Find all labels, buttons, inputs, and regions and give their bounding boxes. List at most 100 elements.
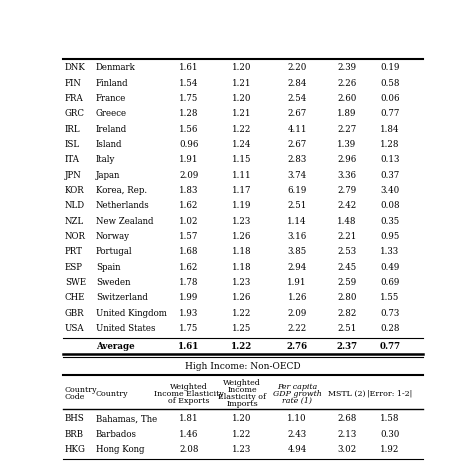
- Text: Sweden: Sweden: [96, 278, 130, 287]
- Text: Japan: Japan: [96, 171, 120, 180]
- Text: 1.75: 1.75: [179, 94, 199, 103]
- Text: 1.20: 1.20: [232, 94, 252, 103]
- Text: 1.20: 1.20: [232, 64, 252, 73]
- Text: 4.94: 4.94: [288, 445, 307, 454]
- Text: GBR: GBR: [65, 309, 84, 318]
- Text: 2.22: 2.22: [288, 324, 307, 333]
- Text: Switzerland: Switzerland: [96, 293, 148, 302]
- Text: |Error: 1-2|: |Error: 1-2|: [367, 390, 412, 398]
- Text: 0.49: 0.49: [380, 263, 400, 272]
- Text: 1.22: 1.22: [232, 309, 252, 318]
- Text: DNK: DNK: [65, 64, 86, 73]
- Text: 2.68: 2.68: [337, 414, 356, 423]
- Text: 2.96: 2.96: [337, 155, 356, 164]
- Text: 1.23: 1.23: [232, 445, 252, 454]
- Text: 2.67: 2.67: [288, 109, 307, 118]
- Text: 1.28: 1.28: [380, 140, 400, 149]
- Text: of Exports: of Exports: [168, 397, 210, 405]
- Text: 0.28: 0.28: [380, 324, 400, 333]
- Text: 0.19: 0.19: [380, 64, 400, 73]
- Text: 1.58: 1.58: [380, 414, 400, 423]
- Text: 1.46: 1.46: [179, 429, 199, 438]
- Text: Imports: Imports: [226, 400, 258, 408]
- Text: CHE: CHE: [65, 293, 85, 302]
- Text: FIN: FIN: [65, 79, 82, 88]
- Text: Income: Income: [227, 386, 257, 394]
- Text: 2.27: 2.27: [337, 125, 356, 134]
- Text: ITA: ITA: [65, 155, 80, 164]
- Text: 0.06: 0.06: [380, 94, 400, 103]
- Text: 1.25: 1.25: [232, 324, 252, 333]
- Text: 2.54: 2.54: [288, 94, 307, 103]
- Text: 2.51: 2.51: [337, 324, 356, 333]
- Text: 2.82: 2.82: [337, 309, 356, 318]
- Text: 1.91: 1.91: [179, 155, 199, 164]
- Text: France: France: [96, 94, 127, 103]
- Text: 1.78: 1.78: [179, 278, 199, 287]
- Text: 3.16: 3.16: [288, 232, 307, 241]
- Text: 0.08: 0.08: [380, 201, 400, 210]
- Text: Average: Average: [96, 342, 135, 351]
- Text: Ireland: Ireland: [96, 125, 127, 134]
- Text: 2.09: 2.09: [287, 309, 307, 318]
- Text: 3.74: 3.74: [288, 171, 307, 180]
- Text: rate (1): rate (1): [282, 397, 312, 405]
- Text: 1.62: 1.62: [179, 263, 199, 272]
- Text: Korea, Rep.: Korea, Rep.: [96, 186, 147, 195]
- Text: NZL: NZL: [65, 217, 84, 226]
- Text: Income Elasticity: Income Elasticity: [154, 390, 224, 398]
- Text: 0.69: 0.69: [380, 278, 400, 287]
- Text: 3.40: 3.40: [380, 186, 400, 195]
- Text: 2.20: 2.20: [287, 64, 307, 73]
- Text: 0.37: 0.37: [380, 171, 400, 180]
- Text: 2.76: 2.76: [287, 342, 308, 351]
- Text: 3.36: 3.36: [337, 171, 356, 180]
- Text: 2.59: 2.59: [337, 278, 356, 287]
- Text: Finland: Finland: [96, 79, 128, 88]
- Text: 1.81: 1.81: [179, 414, 199, 423]
- Text: Spain: Spain: [96, 263, 120, 272]
- Text: 1.26: 1.26: [232, 232, 252, 241]
- Text: 1.26: 1.26: [232, 293, 252, 302]
- Text: 2.80: 2.80: [337, 293, 356, 302]
- Text: 2.79: 2.79: [337, 186, 356, 195]
- Text: HKG: HKG: [65, 445, 86, 454]
- Text: IRL: IRL: [65, 125, 81, 134]
- Text: 1.24: 1.24: [232, 140, 252, 149]
- Text: 2.43: 2.43: [288, 429, 307, 438]
- Text: 2.42: 2.42: [337, 201, 356, 210]
- Text: BHS: BHS: [65, 414, 84, 423]
- Text: 2.21: 2.21: [337, 232, 356, 241]
- Text: 1.55: 1.55: [380, 293, 400, 302]
- Text: GRC: GRC: [65, 109, 85, 118]
- Text: 1.61: 1.61: [178, 342, 200, 351]
- Text: Island: Island: [96, 140, 122, 149]
- Text: 2.08: 2.08: [179, 445, 199, 454]
- Text: 0.58: 0.58: [380, 79, 400, 88]
- Text: Country: Country: [96, 390, 128, 398]
- Text: Italy: Italy: [96, 155, 115, 164]
- Text: 2.26: 2.26: [337, 79, 356, 88]
- Text: 1.61: 1.61: [179, 64, 199, 73]
- Text: 1.21: 1.21: [232, 79, 252, 88]
- Text: 1.54: 1.54: [179, 79, 199, 88]
- Text: New Zealand: New Zealand: [96, 217, 154, 226]
- Text: 2.53: 2.53: [337, 247, 356, 256]
- Text: 1.26: 1.26: [287, 293, 307, 302]
- Text: 0.30: 0.30: [380, 429, 400, 438]
- Text: KOR: KOR: [65, 186, 84, 195]
- Text: 2.67: 2.67: [288, 140, 307, 149]
- Text: Bahamas, The: Bahamas, The: [96, 414, 157, 423]
- Text: 1.23: 1.23: [232, 278, 252, 287]
- Text: Hong Kong: Hong Kong: [96, 445, 145, 454]
- Text: 1.17: 1.17: [232, 186, 252, 195]
- Text: 0.96: 0.96: [179, 140, 199, 149]
- Text: 1.18: 1.18: [232, 263, 252, 272]
- Text: 1.21: 1.21: [232, 109, 252, 118]
- Text: 2.39: 2.39: [337, 64, 356, 73]
- Text: 0.77: 0.77: [379, 342, 401, 351]
- Text: 1.33: 1.33: [380, 247, 400, 256]
- Text: United States: United States: [96, 324, 155, 333]
- Text: SWE: SWE: [65, 278, 86, 287]
- Text: 1.28: 1.28: [179, 109, 199, 118]
